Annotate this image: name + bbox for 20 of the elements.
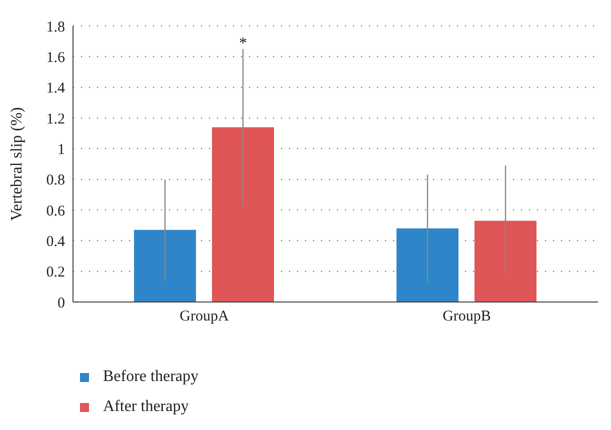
- y-tick-label: 1.4: [46, 80, 66, 97]
- legend-label: After therapy: [103, 398, 189, 416]
- bar: [396, 228, 458, 302]
- bar: [212, 127, 274, 302]
- y-tick-label: 1.2: [46, 111, 65, 128]
- y-tick-label: 0.8: [46, 172, 65, 189]
- y-tick-label: 1: [58, 142, 65, 158]
- y-tick-label: 1.8: [46, 19, 65, 36]
- y-tick-label: 0.2: [46, 264, 65, 281]
- y-tick-label: 0: [58, 295, 65, 312]
- annotation: *: [239, 34, 247, 52]
- y-tick-label: 0.6: [46, 203, 66, 220]
- bar: [474, 220, 536, 302]
- x-tick-label: GroupA: [180, 308, 229, 325]
- y-axis-title: Vertebral slip (%): [8, 107, 26, 221]
- y-tick-label: 0.4: [46, 234, 66, 250]
- bar: [134, 230, 196, 302]
- x-tick-label: GroupB: [442, 308, 491, 325]
- y-tick-label: 1.6: [46, 50, 66, 66]
- legend-label: Before therapy: [103, 368, 199, 386]
